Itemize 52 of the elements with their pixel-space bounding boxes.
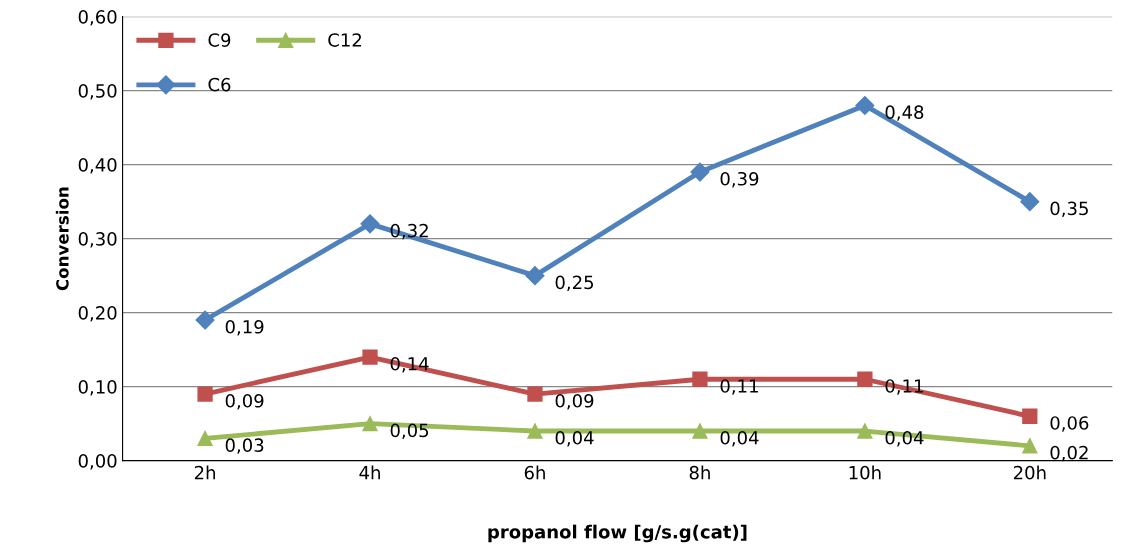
point (195, 310, 215, 330)
data-label: 0,14 (390, 356, 429, 373)
data-label: 0,25 (555, 275, 594, 292)
data-label: 0,11 (885, 379, 923, 395)
data-label: 0,09 (555, 393, 594, 410)
data-label: 0,04 (555, 430, 594, 447)
data-label: 0,02 (1050, 445, 1088, 462)
y-tick-label: 0,20 (78, 306, 117, 322)
point (362, 416, 378, 432)
data-label: 0,06 (1050, 416, 1089, 432)
point (197, 430, 213, 447)
point (527, 386, 543, 402)
point (525, 266, 545, 286)
point (690, 162, 710, 182)
data-label: 0,48 (885, 105, 924, 121)
point (362, 349, 378, 365)
legend-label: C6 (208, 77, 231, 92)
point (197, 386, 213, 402)
data-label: 0,03 (225, 438, 264, 454)
point (1020, 192, 1040, 212)
x-tick-label: 20h (1013, 465, 1046, 480)
data-label: 0,05 (390, 423, 429, 440)
y-tick-label: 0,50 (78, 84, 117, 100)
point (1022, 438, 1038, 454)
data-label: 0,19 (225, 319, 264, 336)
y-axis-title: Conversion (55, 187, 69, 291)
data-label: 0,11 (720, 379, 758, 395)
point (1022, 408, 1038, 424)
legend-label: C9 (208, 33, 231, 47)
y-tick-label: 0,10 (78, 380, 117, 396)
point (692, 371, 708, 387)
x-tick-label: 6h (524, 465, 545, 480)
x-axis-title: propanol flow [g/s.g(cat)] (488, 524, 747, 543)
y-tick-label: 0,30 (78, 232, 117, 248)
data-label: 0,35 (1050, 201, 1088, 218)
point (857, 423, 873, 439)
x-tick-label: 4h (359, 465, 380, 480)
data-label: 0,09 (225, 393, 264, 410)
y-tick-label: 0,40 (78, 158, 117, 174)
point (527, 423, 543, 439)
point (857, 371, 873, 387)
data-label: 0,04 (720, 430, 759, 447)
y-tick-label: 0,60 (78, 10, 117, 26)
data-label: 0,39 (720, 171, 759, 188)
y-tick-label: 0,00 (78, 454, 117, 470)
point (855, 95, 875, 115)
legend-label: C12 (328, 33, 362, 47)
x-tick-label: 8h (689, 465, 710, 480)
point (692, 423, 708, 439)
x-tick-label: 10h (849, 465, 881, 480)
x-tick-label: 2h (194, 465, 215, 480)
point (360, 214, 380, 234)
